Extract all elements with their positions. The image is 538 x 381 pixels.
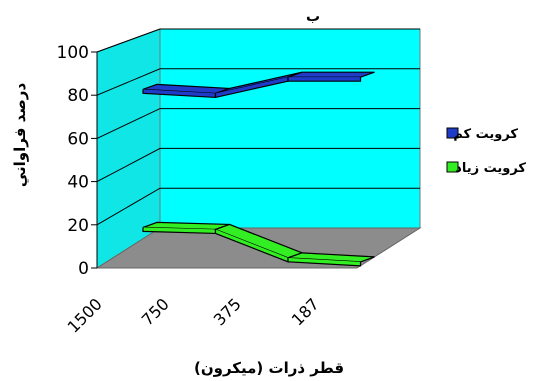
legend: كرويت كم كرويت زياد — [446, 127, 526, 176]
series-1-segment-2 — [287, 252, 375, 263]
gridline — [96, 108, 420, 139]
gridline — [96, 187, 420, 226]
series-0-segment-2-edge — [287, 77, 362, 82]
gridlines — [96, 28, 420, 226]
x-tick-label: 1500 — [64, 294, 106, 336]
y-tick-label: 100 — [57, 43, 89, 63]
y-axis-ticks: 0 20 40 60 80 100 — [57, 43, 97, 279]
y-tick-label: 60 — [67, 129, 89, 149]
y-tick-label: 40 — [67, 173, 89, 193]
legend-label-series-1: كرويت زياد — [455, 161, 526, 176]
x-axis-label: قطر ذرات (ميكرون) — [194, 359, 344, 377]
series-layer — [142, 71, 375, 267]
x-tick-label: 375 — [210, 294, 245, 329]
y-tick-label: 20 — [67, 216, 89, 236]
y-tick-label: 80 — [67, 86, 89, 106]
chart-title: ب — [306, 9, 320, 25]
gridline — [96, 68, 420, 96]
legend-swatch-series-1 — [446, 161, 459, 173]
series-1-segment-2-edge — [287, 257, 362, 267]
y-tick-label: 0 — [78, 259, 89, 279]
y-axis-label: درصد فراواني — [11, 83, 29, 188]
gridline — [96, 28, 420, 53]
gridline — [96, 147, 420, 183]
back-wall — [159, 28, 421, 229]
series-0-segment-2 — [287, 71, 375, 78]
x-tick-label: 750 — [138, 294, 173, 329]
x-tick-label: 187 — [288, 294, 323, 329]
x-axis-ticks: 1500 750 375 187 — [64, 294, 323, 336]
legend-label-series-0: كرويت كم — [453, 127, 518, 142]
legend-swatch-series-0 — [446, 127, 459, 139]
